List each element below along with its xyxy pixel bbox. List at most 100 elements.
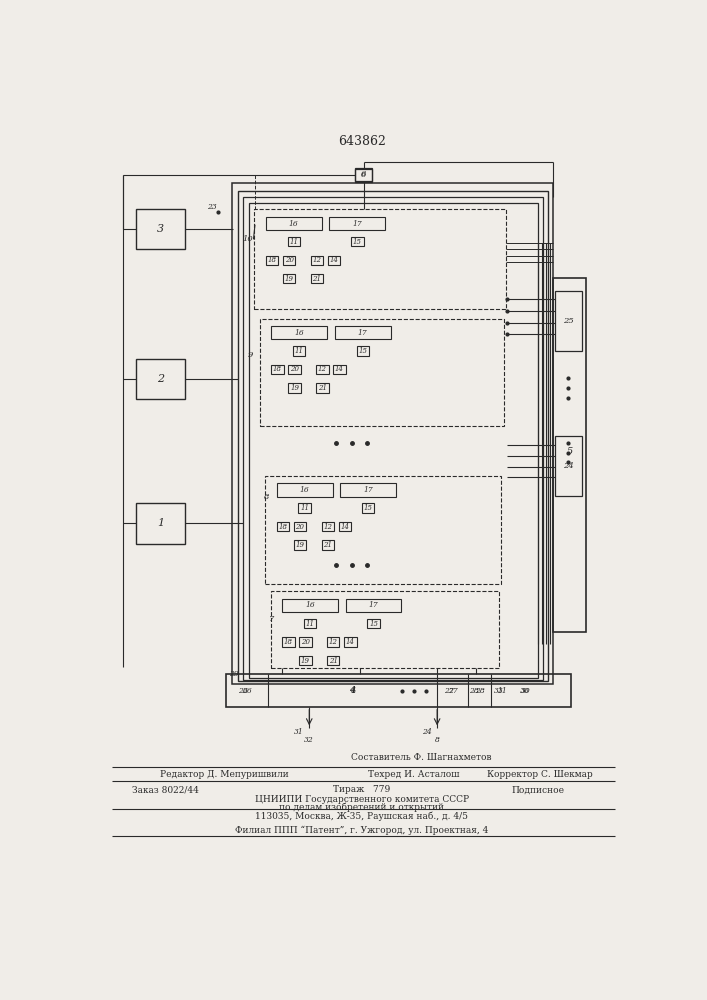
- Text: 20: 20: [296, 523, 305, 531]
- Text: 32: 32: [305, 736, 314, 744]
- Text: 2: 2: [157, 374, 164, 384]
- Bar: [283, 256, 296, 265]
- Text: 26: 26: [238, 687, 248, 695]
- Bar: [293, 522, 306, 531]
- Text: 8: 8: [264, 493, 269, 501]
- Text: 26: 26: [243, 687, 252, 695]
- Text: 11: 11: [305, 620, 315, 628]
- Bar: [276, 483, 332, 497]
- Text: ЦНИИПИ Государственного комитета СССР: ЦНИИПИ Государственного комитета СССР: [255, 795, 469, 804]
- Text: 18: 18: [284, 638, 293, 646]
- Bar: [282, 637, 295, 647]
- Text: 19: 19: [301, 657, 310, 665]
- Bar: [311, 256, 323, 265]
- Text: 12: 12: [312, 256, 322, 264]
- Bar: [255, 209, 506, 309]
- Bar: [368, 619, 380, 628]
- Text: 4: 4: [349, 686, 355, 695]
- Text: 113035, Москва, Ж-35, Раушская наб., д. 4/5: 113035, Москва, Ж-35, Раушская наб., д. …: [255, 811, 469, 821]
- Bar: [288, 383, 300, 393]
- Bar: [340, 483, 396, 497]
- Text: 20: 20: [290, 365, 299, 373]
- Text: 8: 8: [435, 736, 440, 744]
- Bar: [328, 256, 340, 265]
- Text: 21: 21: [318, 384, 327, 392]
- Bar: [243, 197, 543, 680]
- Text: 31: 31: [294, 728, 304, 736]
- Text: 29: 29: [229, 670, 239, 678]
- Bar: [282, 599, 338, 612]
- Bar: [304, 619, 316, 628]
- Text: 5: 5: [566, 447, 573, 456]
- Text: 18: 18: [267, 256, 276, 264]
- Text: 9: 9: [247, 351, 252, 359]
- Bar: [555, 291, 582, 351]
- Bar: [355, 169, 372, 182]
- Bar: [362, 503, 374, 513]
- Bar: [327, 656, 339, 665]
- Text: Заказ 8022/44: Заказ 8022/44: [132, 785, 199, 794]
- Text: 14: 14: [335, 365, 344, 373]
- Text: 12: 12: [323, 523, 332, 531]
- Bar: [299, 656, 312, 665]
- Text: 19: 19: [285, 275, 293, 283]
- Text: 20: 20: [285, 256, 293, 264]
- Text: 16: 16: [294, 329, 304, 337]
- Text: 24: 24: [422, 728, 432, 736]
- Text: Подписное: Подписное: [511, 785, 564, 794]
- Bar: [322, 540, 334, 550]
- Text: 14: 14: [346, 638, 355, 646]
- Text: 27: 27: [444, 687, 454, 695]
- Text: 17: 17: [358, 329, 368, 337]
- Bar: [136, 209, 185, 249]
- Text: 6: 6: [361, 170, 366, 178]
- Text: 30: 30: [521, 687, 531, 695]
- Bar: [299, 637, 312, 647]
- Bar: [276, 522, 289, 531]
- Bar: [355, 168, 372, 181]
- Text: 28: 28: [475, 687, 484, 695]
- Bar: [311, 274, 323, 283]
- Text: 6: 6: [361, 171, 366, 179]
- Bar: [271, 326, 327, 339]
- Bar: [351, 237, 363, 246]
- Text: 15: 15: [358, 347, 367, 355]
- Text: 12: 12: [318, 365, 327, 373]
- Text: 16: 16: [300, 486, 310, 494]
- Text: 10: 10: [242, 235, 252, 243]
- Text: 31: 31: [494, 687, 504, 695]
- Text: по делам изобретений и открытий: по делам изобретений и открытий: [279, 803, 445, 812]
- Bar: [249, 203, 538, 678]
- Text: 31: 31: [498, 687, 508, 695]
- Text: 18: 18: [273, 365, 282, 373]
- Text: 11: 11: [295, 347, 304, 355]
- Bar: [329, 217, 385, 230]
- Text: 17: 17: [352, 220, 362, 228]
- Text: 3: 3: [157, 224, 164, 234]
- Text: 19: 19: [296, 541, 305, 549]
- Text: 24: 24: [563, 462, 573, 470]
- Text: 20: 20: [301, 638, 310, 646]
- Bar: [339, 522, 351, 531]
- Text: 30: 30: [520, 687, 530, 695]
- Bar: [555, 436, 582, 496]
- Text: Составитель Ф. Шагнахметов: Составитель Ф. Шагнахметов: [351, 753, 492, 762]
- Bar: [226, 674, 571, 707]
- Text: 17: 17: [363, 486, 373, 494]
- Bar: [293, 346, 305, 356]
- Text: 15: 15: [353, 238, 362, 246]
- Bar: [293, 540, 306, 550]
- Bar: [333, 365, 346, 374]
- Bar: [316, 383, 329, 393]
- Bar: [136, 359, 185, 399]
- Text: 11: 11: [289, 238, 298, 246]
- Text: 11: 11: [300, 504, 309, 512]
- Text: 15: 15: [363, 504, 373, 512]
- Text: 1: 1: [157, 518, 164, 528]
- Bar: [271, 591, 499, 668]
- Text: 17: 17: [368, 601, 378, 609]
- Text: 27: 27: [448, 687, 457, 695]
- Bar: [288, 237, 300, 246]
- Bar: [271, 365, 284, 374]
- Text: 19: 19: [290, 384, 299, 392]
